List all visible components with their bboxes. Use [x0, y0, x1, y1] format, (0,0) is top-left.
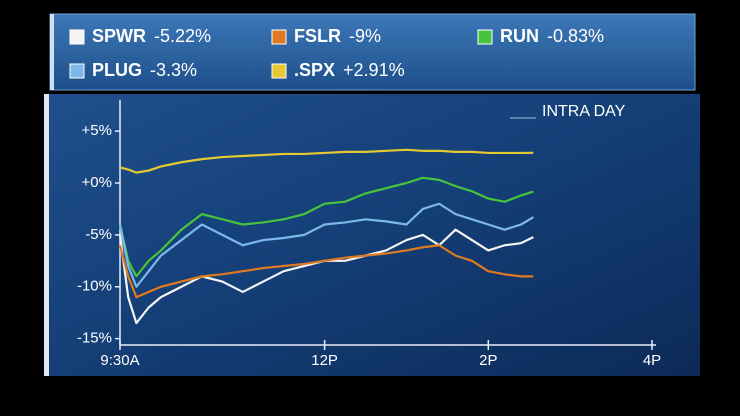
legend-swatch [477, 29, 493, 45]
y-tick-label: -15% [77, 330, 112, 347]
legend-label: FSLR [294, 26, 341, 46]
x-tick-label: 4P [643, 352, 661, 369]
y-tick-label: -5% [85, 226, 112, 243]
series-line [118, 202, 534, 288]
plot: +5% +0% -5% -10% -15% 9:30A 12P 2P 4P [77, 100, 661, 369]
plot-panel [44, 94, 700, 376]
legend-swatch [271, 63, 287, 79]
series-line [118, 176, 534, 278]
legend-label: PLUG [92, 60, 142, 80]
legend-change: -9% [349, 26, 381, 46]
legend-swatch [69, 63, 85, 79]
legend-swatch [69, 29, 85, 45]
y-tick-label: +5% [82, 122, 112, 139]
legend-label: RUN [500, 26, 539, 46]
x-tick-label: 12P [311, 352, 338, 369]
y-tick-label: -10% [77, 278, 112, 295]
annotation: INTRA DAY [542, 103, 626, 120]
legend-change: +2.91% [343, 60, 405, 80]
x-tick-label: 2P [479, 352, 497, 369]
legend-change: -5.22% [154, 26, 211, 46]
legend-change: -3.3% [150, 60, 197, 80]
y-tick-label: +0% [82, 174, 112, 191]
legend-edge [50, 14, 54, 90]
panel-edge [44, 94, 49, 376]
legend-label: SPWR [92, 26, 146, 46]
legend-change: -0.83% [547, 26, 604, 46]
series-line [119, 148, 534, 174]
series-line [118, 244, 534, 299]
legend-label: .SPX [294, 60, 335, 80]
legend-panel [49, 13, 696, 91]
x-tick-label: 9:30A [100, 352, 139, 369]
legend-swatch [271, 29, 287, 45]
